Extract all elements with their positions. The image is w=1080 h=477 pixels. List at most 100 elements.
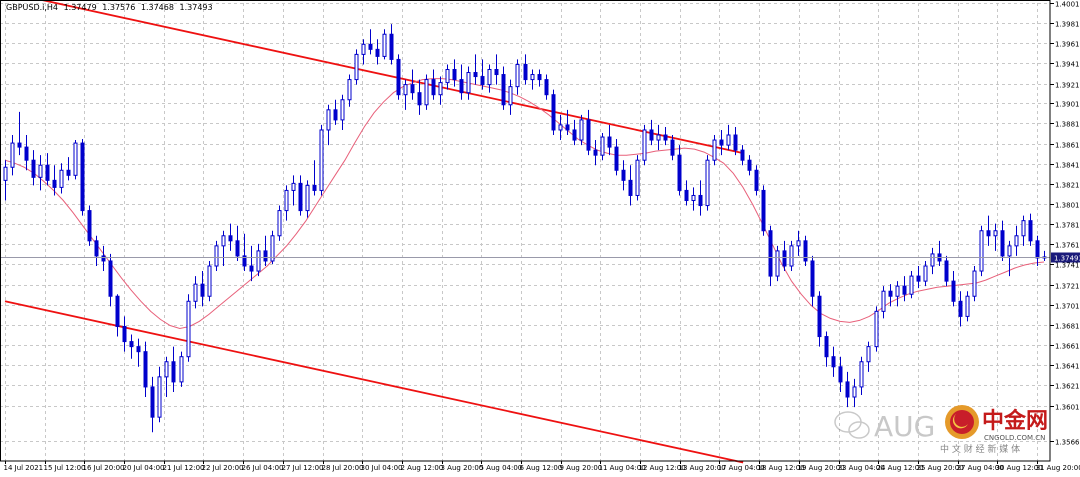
candle [397, 54, 400, 99]
candle-body [250, 266, 253, 271]
candle [130, 335, 133, 359]
candle-body [713, 140, 716, 160]
price-axis[interactable]: 1.400101.398101.396101.394151.392101.390… [1050, 1, 1080, 447]
candle-body [790, 246, 793, 266]
candle-body [931, 254, 934, 266]
candle [741, 145, 744, 165]
candle-body [495, 70, 498, 75]
candle-body [222, 236, 225, 246]
y-tick-label: 1.39610 [1055, 41, 1080, 49]
candle-body [509, 87, 512, 105]
candle-body [692, 195, 695, 200]
y-tick-label: 1.36215 [1055, 383, 1080, 391]
x-tick-label: 27 Jul 12:00 [282, 464, 324, 472]
candle-body [755, 170, 758, 190]
candle [215, 241, 218, 271]
y-tick-label: 1.39810 [1055, 21, 1080, 29]
candle [966, 291, 969, 321]
candle [446, 64, 449, 89]
candle [32, 150, 35, 185]
y-tick-label: 1.37615 [1055, 242, 1080, 250]
candle-body [559, 125, 562, 130]
candle [699, 180, 702, 215]
candle-body [853, 387, 856, 397]
candle-body [516, 64, 519, 86]
x-tick-label: 5 Aug 04:00 [480, 464, 523, 472]
candle-body [860, 362, 863, 387]
candle-body [622, 170, 625, 180]
candle-body [889, 291, 892, 296]
candle [811, 256, 814, 306]
candle-body [699, 195, 702, 205]
trend-channel[interactable] [5, 0, 743, 463]
candle [608, 125, 611, 155]
y-tick-label: 1.37210 [1055, 283, 1080, 291]
candle-body [741, 150, 744, 160]
candle [81, 139, 84, 216]
candle-body [362, 44, 365, 54]
symbol-header: GBPUSD.i,H4 1.37479 1.37576 1.37468 1.37… [6, 3, 216, 12]
candle [601, 133, 604, 160]
candle-body [566, 125, 569, 130]
candle-body [1029, 221, 1032, 241]
candle-body [832, 357, 835, 367]
x-tick-label: 14 Jul 2021 [4, 464, 44, 472]
candle [945, 256, 948, 286]
y-tick-label: 1.36415 [1055, 363, 1080, 371]
candle-body [102, 256, 105, 261]
candle [875, 306, 878, 351]
x-tick-label: 3 Aug 20:00 [441, 464, 484, 472]
candle-body [987, 231, 990, 236]
candle-body [53, 180, 56, 187]
candle [390, 24, 393, 64]
candle [187, 294, 190, 362]
candle [987, 216, 990, 246]
candle [4, 160, 7, 200]
candle-body [446, 70, 449, 83]
candle [102, 246, 105, 271]
x-tick-label: 28 Jul 20:00 [322, 464, 364, 472]
candle [88, 206, 91, 246]
candle [369, 29, 372, 54]
candle-body [208, 266, 211, 296]
candle-body [734, 135, 737, 150]
candle-body [594, 150, 597, 155]
candle-body [341, 100, 344, 120]
candle-body [882, 291, 885, 311]
candle-body [538, 75, 541, 80]
candle-body [776, 251, 779, 276]
candle [846, 372, 849, 407]
candle-body [917, 276, 920, 281]
ohlc-low: 1.37468 [141, 3, 174, 12]
candle [896, 281, 899, 306]
candle [355, 49, 358, 84]
candle-body [397, 59, 400, 94]
candle [755, 165, 758, 195]
candle [411, 70, 414, 100]
candle-body [355, 54, 358, 79]
x-tick-label: 9 Aug 20:00 [560, 464, 603, 472]
y-tick-label: 1.38015 [1055, 202, 1080, 210]
candle-body [706, 160, 709, 205]
candle-body [580, 120, 583, 140]
candle-body [601, 137, 604, 155]
ma-polyline [5, 79, 1044, 329]
candle [74, 140, 77, 179]
candle-body [1036, 241, 1039, 258]
candle [762, 185, 765, 235]
candle [594, 140, 597, 165]
candle-body [545, 80, 548, 95]
candle [790, 241, 793, 271]
candle [320, 125, 323, 196]
candle [882, 286, 885, 318]
candle [643, 125, 646, 165]
candle-body [292, 183, 295, 190]
candle [524, 54, 527, 84]
candle-body [432, 80, 435, 95]
candle-body [945, 261, 948, 281]
candle [467, 66, 470, 99]
candle-body [320, 130, 323, 190]
